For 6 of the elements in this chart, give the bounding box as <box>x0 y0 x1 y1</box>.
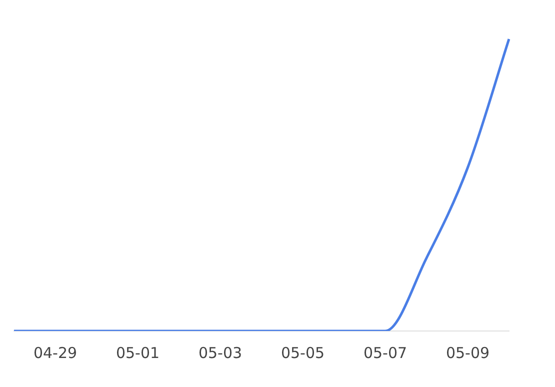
x-tick-label: 04-29 <box>33 344 78 362</box>
x-tick-label: 05-01 <box>116 344 160 362</box>
x-tick-label: 05-09 <box>446 344 490 362</box>
x-tick-label: 05-03 <box>198 344 242 362</box>
x-tick-label: 05-05 <box>280 344 325 362</box>
x-tick-label: 05-07 <box>363 344 408 362</box>
